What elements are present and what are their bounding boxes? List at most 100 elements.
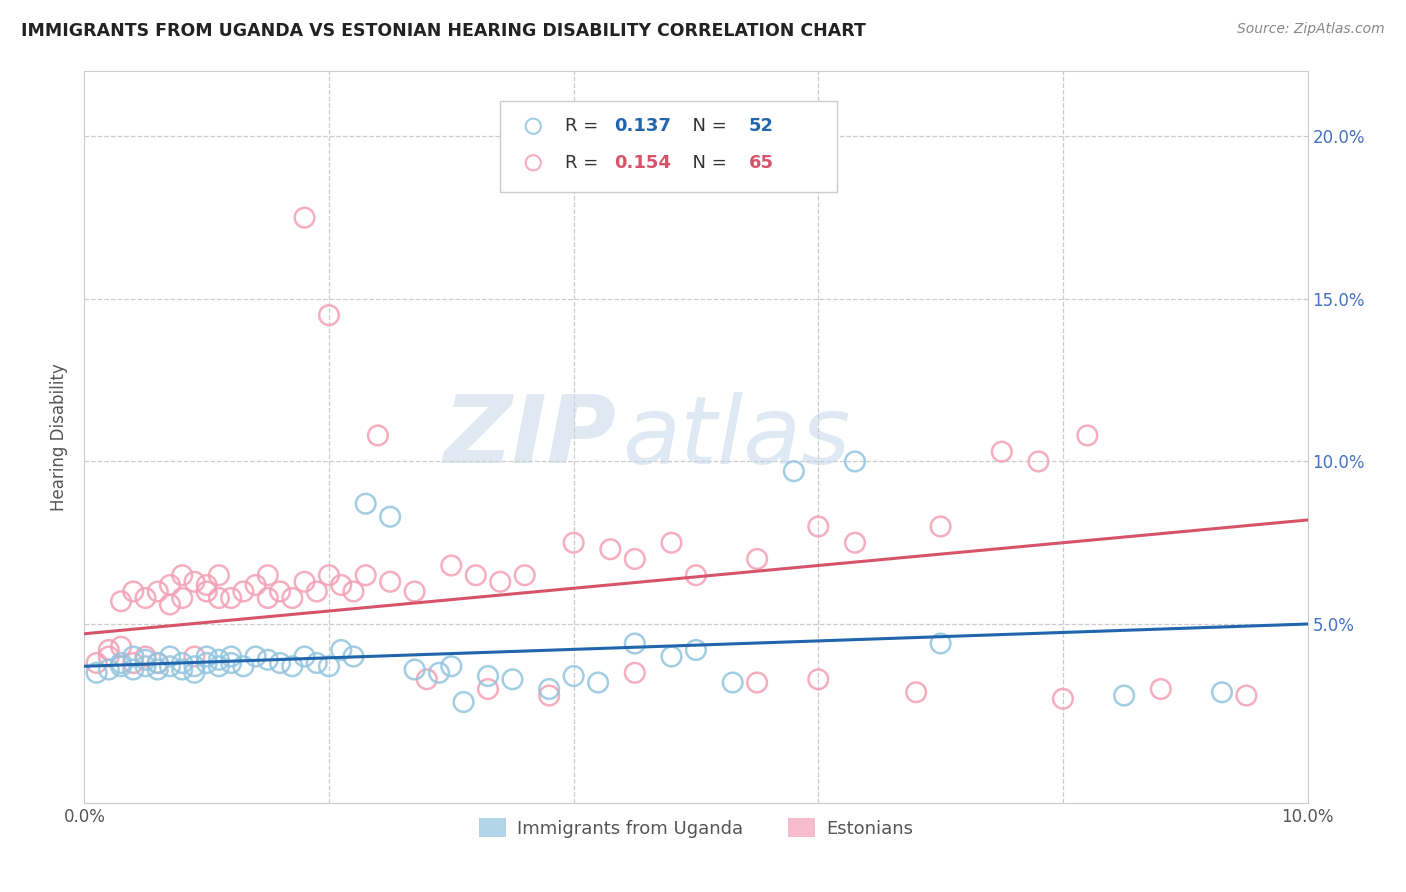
Point	[159, 659, 181, 673]
Point	[1236, 689, 1258, 703]
Point	[991, 444, 1014, 458]
Point	[538, 689, 561, 703]
Point	[624, 636, 647, 650]
Point	[97, 643, 120, 657]
Point	[122, 656, 145, 670]
Point	[146, 656, 169, 670]
Point	[685, 568, 707, 582]
Text: atlas: atlas	[623, 392, 851, 483]
Point	[502, 673, 524, 687]
Text: 52: 52	[748, 117, 773, 136]
Point	[245, 578, 267, 592]
Point	[538, 681, 561, 696]
FancyBboxPatch shape	[501, 101, 837, 192]
Point	[195, 578, 218, 592]
Point	[404, 663, 426, 677]
Point	[172, 591, 194, 605]
Legend: Immigrants from Uganda, Estonians: Immigrants from Uganda, Estonians	[471, 811, 921, 845]
Point	[110, 594, 132, 608]
Point	[122, 663, 145, 677]
Point	[146, 584, 169, 599]
Point	[110, 659, 132, 673]
Point	[269, 584, 291, 599]
Point	[440, 659, 463, 673]
Point	[135, 591, 157, 605]
Point	[172, 656, 194, 670]
Point	[183, 665, 205, 680]
Text: R =: R =	[565, 117, 605, 136]
Point	[219, 656, 242, 670]
Point	[929, 636, 952, 650]
Point	[110, 640, 132, 654]
Point	[330, 643, 353, 657]
Point	[1076, 428, 1098, 442]
Point	[159, 598, 181, 612]
Text: 0.154: 0.154	[614, 153, 671, 172]
Point	[172, 663, 194, 677]
Point	[440, 558, 463, 573]
Point	[844, 535, 866, 549]
Point	[464, 568, 486, 582]
Point	[257, 591, 280, 605]
Point	[416, 673, 439, 687]
Point	[110, 656, 132, 670]
Point	[905, 685, 928, 699]
Point	[586, 675, 609, 690]
Point	[208, 568, 231, 582]
Point	[97, 663, 120, 677]
Point	[208, 659, 231, 673]
Point	[929, 519, 952, 533]
Point	[195, 584, 218, 599]
Point	[159, 578, 181, 592]
Point	[783, 464, 806, 478]
Point	[86, 665, 108, 680]
Text: 65: 65	[748, 153, 773, 172]
Point	[1150, 681, 1173, 696]
Point	[122, 584, 145, 599]
Point	[135, 649, 157, 664]
Point	[807, 519, 830, 533]
Point	[354, 568, 377, 582]
Point	[330, 578, 353, 592]
Point	[380, 509, 402, 524]
Point	[86, 656, 108, 670]
Point	[380, 574, 402, 589]
Point	[624, 552, 647, 566]
Point	[294, 211, 316, 225]
Point	[477, 681, 499, 696]
Point	[661, 649, 683, 664]
Point	[135, 653, 157, 667]
Point	[146, 663, 169, 677]
Point	[354, 497, 377, 511]
Point	[318, 308, 340, 322]
Point	[807, 673, 830, 687]
Point	[318, 568, 340, 582]
Point	[245, 649, 267, 664]
Point	[257, 653, 280, 667]
Point	[97, 649, 120, 664]
Point	[404, 584, 426, 599]
Point	[257, 568, 280, 582]
Point	[122, 649, 145, 664]
Point	[195, 649, 218, 664]
Point	[269, 656, 291, 670]
Text: Source: ZipAtlas.com: Source: ZipAtlas.com	[1237, 22, 1385, 37]
Point	[747, 552, 769, 566]
Point	[305, 656, 328, 670]
Point	[562, 669, 585, 683]
Point	[599, 542, 621, 557]
Text: N =: N =	[682, 117, 733, 136]
Point	[453, 695, 475, 709]
Y-axis label: Hearing Disability: Hearing Disability	[51, 363, 69, 511]
Point	[294, 649, 316, 664]
Point	[232, 659, 254, 673]
Point	[208, 591, 231, 605]
Point	[661, 535, 683, 549]
Text: IMMIGRANTS FROM UGANDA VS ESTONIAN HEARING DISABILITY CORRELATION CHART: IMMIGRANTS FROM UGANDA VS ESTONIAN HEARI…	[21, 22, 866, 40]
Point	[146, 656, 169, 670]
Point	[281, 591, 304, 605]
Point	[305, 584, 328, 599]
Point	[624, 665, 647, 680]
Point	[219, 649, 242, 664]
Point	[1052, 691, 1074, 706]
